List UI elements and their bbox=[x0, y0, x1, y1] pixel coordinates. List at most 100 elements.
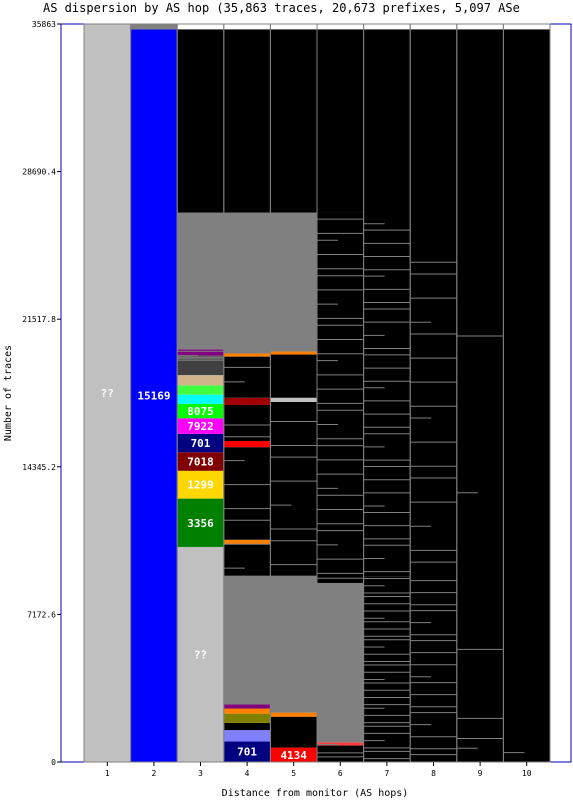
stripe-band-hop-9-13 bbox=[456, 717, 504, 749]
x-axis-label: Distance from monitor (AS hops) bbox=[222, 788, 409, 799]
bar-segment-hop-3-5 bbox=[177, 418, 224, 434]
stripe-band-hop-7-10 bbox=[363, 223, 411, 573]
x-tick-label-3: 3 bbox=[198, 769, 203, 778]
x-tick-label-9: 9 bbox=[478, 769, 483, 778]
segment-label-hop-3-3: 7018 bbox=[187, 456, 214, 469]
bar-segment-hop-5-9 bbox=[270, 29, 317, 213]
bar-segment-hop-4-13 bbox=[223, 356, 271, 398]
bar-segment-hop-5-2 bbox=[270, 712, 317, 717]
bar-segment-hop-3-0 bbox=[177, 546, 224, 762]
bar-segment-hop-4-14 bbox=[223, 352, 271, 357]
bar-segment-hop-2-0 bbox=[130, 29, 178, 762]
bar-stack-hop-9 bbox=[456, 29, 504, 762]
segment-label-hop-3-6: 8075 bbox=[187, 405, 214, 418]
bar-segment-hop-5-3 bbox=[270, 575, 317, 713]
bar-segment-hop-8-0 bbox=[410, 29, 457, 762]
bar-segment-hop-5-7 bbox=[270, 351, 317, 355]
bar-segment-hop-4-11 bbox=[223, 404, 271, 441]
bar-segment-hop-10-0 bbox=[503, 29, 550, 762]
bar-segment-hop-3-14 bbox=[177, 29, 224, 213]
bar-segment-hop-4-6 bbox=[223, 575, 271, 705]
segment-label-hop-3-0: ?? bbox=[194, 648, 207, 661]
bar-segment-hop-3-3 bbox=[177, 452, 224, 471]
bar-stack-hop-10 bbox=[503, 29, 550, 762]
y-tick-label-1: 7172.6 bbox=[27, 610, 56, 619]
segment-label-hop-3-5: 7922 bbox=[187, 420, 214, 433]
stripe-band-hop-6-7 bbox=[317, 577, 364, 758]
bar-segment-hop-6-1 bbox=[317, 742, 364, 746]
stripe-band-hop-8-11 bbox=[410, 580, 457, 756]
stripe-band-hop-6-8 bbox=[317, 218, 364, 574]
bar-segment-hop-3-7 bbox=[177, 394, 224, 404]
bar-segment-hop-4-5 bbox=[223, 704, 271, 709]
bar-stack-hop-7 bbox=[363, 29, 411, 762]
bar-segment-hop-3-13 bbox=[177, 212, 224, 350]
y-axis: 0 7172.6 14345.2 21517.8 28690.4 35863 bbox=[22, 20, 61, 767]
bar-stack-hop-3 bbox=[177, 29, 224, 762]
bar-segment-hop-4-12 bbox=[223, 397, 271, 405]
bar-segment-hop-5-5 bbox=[270, 397, 317, 402]
bar-segment-hop-3-12 bbox=[177, 349, 224, 356]
stripe-band-hop-4-2 bbox=[223, 215, 271, 383]
segment-label-hop-3-1: 3356 bbox=[187, 517, 214, 530]
bar-segment-hop-3-9 bbox=[177, 375, 224, 386]
bar-segment-hop-4-4 bbox=[223, 708, 271, 714]
bar-segment-hop-4-16 bbox=[223, 29, 271, 213]
bar-segment-hop-4-0 bbox=[223, 741, 271, 762]
x-tick-label-10: 10 bbox=[522, 769, 532, 778]
y-tick-label-5: 35863 bbox=[32, 20, 56, 29]
bar-segment-hop-5-8 bbox=[270, 212, 317, 352]
stripe-band-hop-5-5 bbox=[270, 216, 317, 349]
bar-segment-hop-4-7 bbox=[223, 543, 271, 576]
stripe-band-hop-4-1 bbox=[223, 659, 271, 705]
bar-stack-hop-8 bbox=[410, 29, 457, 762]
bar-segment-hop-3-8 bbox=[177, 385, 224, 395]
bar-segment-hop-3-2 bbox=[177, 470, 224, 499]
x-tick-label-6: 6 bbox=[338, 769, 343, 778]
x-axis: 1 2 3 4 5 6 7 8 9 10 bbox=[105, 762, 532, 778]
segment-label-hop-4-0: 701 bbox=[237, 746, 257, 759]
y-tick-label-4: 28690.4 bbox=[22, 168, 56, 177]
x-tick-label-5: 5 bbox=[291, 769, 296, 778]
bar-segment-hop-2-1 bbox=[130, 24, 178, 30]
x-tick-label-8: 8 bbox=[431, 769, 436, 778]
bar-segment-hop-6-0 bbox=[317, 745, 364, 762]
stripe-band-hop-8-12 bbox=[410, 261, 457, 563]
segment-label-hop-3-4: 701 bbox=[191, 437, 211, 450]
segment-label-hop-1-0: ?? bbox=[101, 387, 114, 400]
bar-segment-hop-4-2 bbox=[223, 722, 271, 731]
bar-segment-hop-4-1 bbox=[223, 730, 271, 742]
segment-label-hop-3-2: 1299 bbox=[187, 479, 214, 492]
x-tick-label-2: 2 bbox=[151, 769, 156, 778]
bar-segment-hop-7-1 bbox=[363, 29, 411, 577]
y-tick-label-3: 21517.8 bbox=[22, 315, 56, 324]
bar-segment-hop-3-10 bbox=[177, 360, 224, 376]
bar-stack-hop-2 bbox=[130, 24, 178, 762]
bar-stack-hop-1 bbox=[84, 24, 131, 762]
bar-segment-hop-4-10 bbox=[223, 440, 271, 448]
stripe-band-hop-7-9 bbox=[363, 578, 411, 760]
bar-segment-hop-4-9 bbox=[223, 447, 271, 540]
bar-segment-hop-1-0 bbox=[84, 24, 131, 762]
bar-segment-hop-3-6 bbox=[177, 403, 224, 419]
bar-segment-hop-5-1 bbox=[270, 716, 317, 748]
bar-segment-hop-6-3 bbox=[317, 212, 364, 583]
bar-segment-hop-7-0 bbox=[363, 576, 411, 762]
stripe-band-hop-5-6 bbox=[270, 421, 317, 566]
bar-segment-hop-9-0 bbox=[456, 29, 504, 762]
bar-segment-hop-4-3 bbox=[223, 713, 271, 723]
bars-layer: ?? 15169?? 3356 1299 7018 701 7922 8075 701 4134 bbox=[83, 23, 551, 763]
stripe-band-hop-3-0 bbox=[177, 278, 224, 359]
chart-title: AS dispersion by AS hop (35,863 traces, … bbox=[43, 1, 520, 15]
bar-segment-hop-5-6 bbox=[270, 354, 317, 398]
bar-segment-hop-4-15 bbox=[223, 212, 271, 353]
y-tick-label-2: 14345.2 bbox=[22, 463, 56, 472]
bar-segment-hop-3-1 bbox=[177, 498, 224, 547]
x-tick-label-7: 7 bbox=[384, 769, 389, 778]
segment-label-hop-5-0: 4134 bbox=[280, 749, 307, 762]
stripe-band-hop-4-3 bbox=[223, 424, 271, 569]
y-tick-label-0: 0 bbox=[51, 758, 56, 767]
bar-segment-hop-3-4 bbox=[177, 433, 224, 453]
segment-label-hop-2-0: 15169 bbox=[137, 390, 170, 403]
